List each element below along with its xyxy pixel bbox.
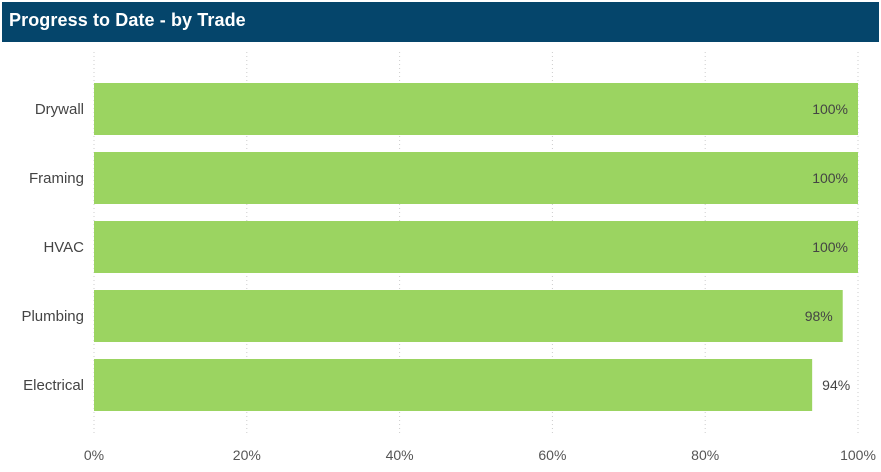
category-label: Framing [29, 170, 84, 187]
x-tick-label: 0% [84, 447, 104, 463]
x-tick-label: 20% [233, 447, 261, 463]
x-tick-label: 40% [386, 447, 414, 463]
value-label: 94% [822, 377, 850, 393]
category-label: Plumbing [21, 308, 84, 325]
value-label: 98% [805, 308, 833, 324]
bar-electrical [94, 359, 813, 411]
bar-framing [94, 152, 858, 204]
bar-chart: Drywall Framing HVAC Plumbing Electrical 100… [21, 52, 876, 463]
chart-area: Drywall Framing HVAC Plumbing Electrical 100… [0, 42, 881, 467]
bar-drywall [94, 83, 858, 135]
chart-title: Progress to Date - by Trade [9, 10, 246, 30]
bar-hvac [94, 221, 858, 273]
value-label: 100% [812, 101, 848, 117]
bars [94, 83, 858, 411]
x-tick-label: 60% [538, 447, 566, 463]
x-tick-label: 80% [691, 447, 719, 463]
x-tick-label: 100% [840, 447, 876, 463]
bar-plumbing [94, 290, 843, 342]
value-labels: 100% 100% 100% 98% 94% [805, 101, 851, 393]
value-label: 100% [812, 170, 848, 186]
category-label: Drywall [35, 101, 84, 118]
category-label: Electrical [23, 377, 84, 394]
category-label: HVAC [43, 239, 84, 256]
x-tick-labels: 0% 20% 40% 60% 80% 100% [84, 447, 876, 463]
chart-header: Progress to Date - by Trade [2, 2, 879, 42]
value-label: 100% [812, 239, 848, 255]
category-labels: Drywall Framing HVAC Plumbing Electrical [21, 101, 84, 394]
